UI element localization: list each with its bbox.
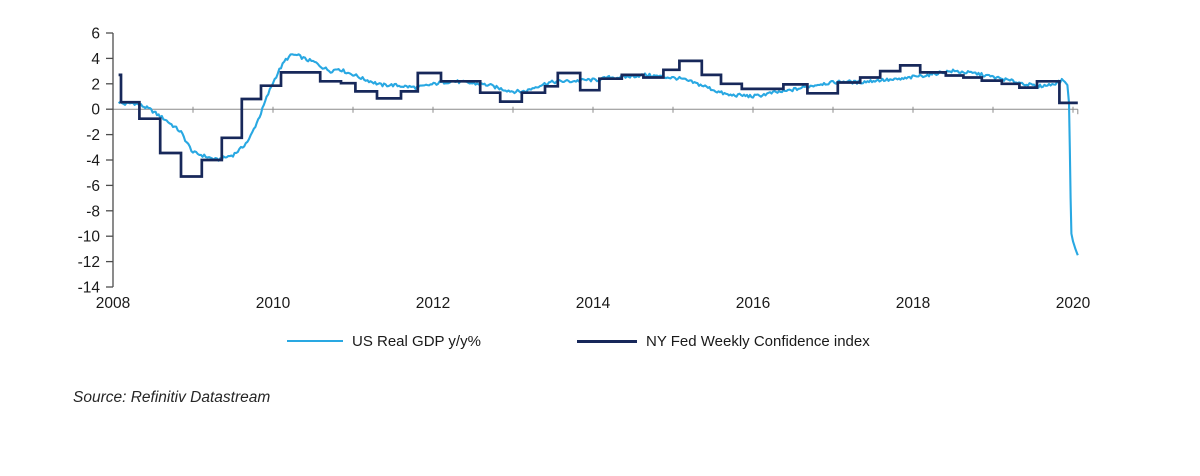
zero-line	[113, 106, 1079, 115]
y-axis-tick-labels: 6 4 2 0 -2 -4 -6 -8 -10 -12 -14	[78, 26, 101, 297]
legend-swatch-gdp-line	[287, 340, 343, 342]
svg-text:4: 4	[91, 51, 100, 68]
legend-swatch-confidence-line	[577, 339, 637, 343]
svg-text:2: 2	[91, 76, 100, 93]
legend-label-gdp: US Real GDP y/y%	[352, 332, 481, 350]
source-note: Source: Refinitiv Datastream	[73, 389, 271, 406]
svg-text:2010: 2010	[256, 295, 291, 312]
svg-text:-6: -6	[86, 178, 100, 195]
legend-item-gdp: US Real GDP y/y%	[287, 332, 481, 350]
svg-text:-14: -14	[78, 280, 101, 297]
svg-text:2014: 2014	[576, 295, 611, 312]
svg-text:0: 0	[91, 102, 100, 119]
x-axis-tick-labels: 2008 2010 2012 2014 2016 2018 2020	[96, 295, 1091, 312]
svg-text:2020: 2020	[1056, 295, 1091, 312]
legend-label-confidence: NY Fed Weekly Confidence index	[646, 332, 870, 350]
svg-text:-4: -4	[86, 153, 100, 170]
y-axis	[106, 32, 114, 288]
svg-text:2008: 2008	[96, 295, 130, 312]
confidence-step-line	[118, 59, 1078, 178]
svg-text:6: 6	[91, 26, 100, 43]
svg-text:-12: -12	[78, 254, 100, 271]
svg-text:2018: 2018	[896, 295, 930, 312]
svg-text:2012: 2012	[416, 295, 450, 312]
svg-text:-8: -8	[86, 203, 100, 220]
svg-text:-2: -2	[86, 127, 100, 144]
svg-text:-10: -10	[78, 229, 101, 246]
svg-text:2016: 2016	[736, 295, 770, 312]
legend-item-confidence: NY Fed Weekly Confidence index	[577, 332, 870, 350]
